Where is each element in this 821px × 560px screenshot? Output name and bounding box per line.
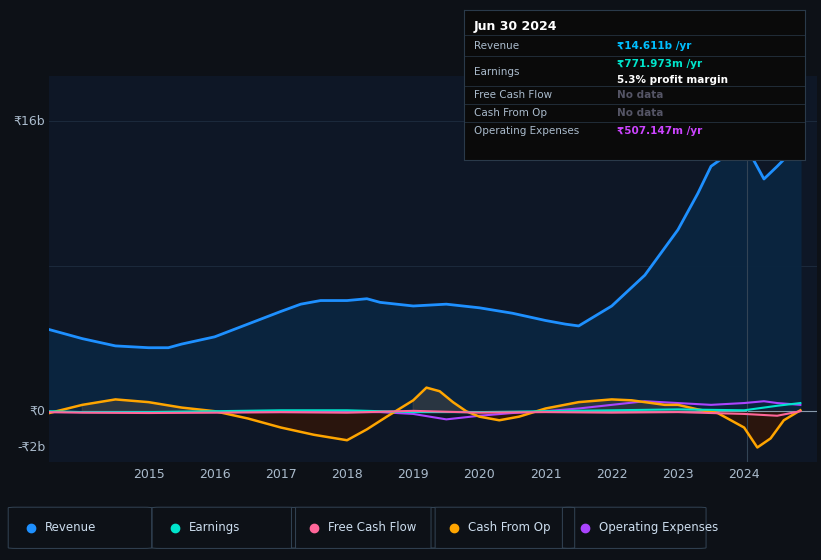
Text: Cash From Op: Cash From Op — [468, 521, 550, 534]
Text: ₹0: ₹0 — [30, 405, 45, 418]
Text: Free Cash Flow: Free Cash Flow — [474, 90, 553, 100]
Text: -₹2b: -₹2b — [17, 441, 45, 454]
Text: Jun 30 2024: Jun 30 2024 — [474, 20, 557, 33]
Text: ₹14.611b /yr: ₹14.611b /yr — [617, 40, 691, 50]
Text: Cash From Op: Cash From Op — [474, 108, 547, 118]
Text: ₹507.147m /yr: ₹507.147m /yr — [617, 126, 703, 136]
Text: Operating Expenses: Operating Expenses — [474, 126, 580, 136]
Text: ₹771.973m /yr: ₹771.973m /yr — [617, 59, 702, 68]
Text: Earnings: Earnings — [189, 521, 241, 534]
Text: No data: No data — [617, 108, 663, 118]
Text: Free Cash Flow: Free Cash Flow — [328, 521, 417, 534]
Text: Operating Expenses: Operating Expenses — [599, 521, 718, 534]
Text: ₹16b: ₹16b — [13, 114, 45, 128]
Text: Earnings: Earnings — [474, 67, 520, 77]
Text: No data: No data — [617, 90, 663, 100]
Text: Revenue: Revenue — [45, 521, 97, 534]
Text: 5.3% profit margin: 5.3% profit margin — [617, 75, 728, 85]
Text: Revenue: Revenue — [474, 40, 519, 50]
